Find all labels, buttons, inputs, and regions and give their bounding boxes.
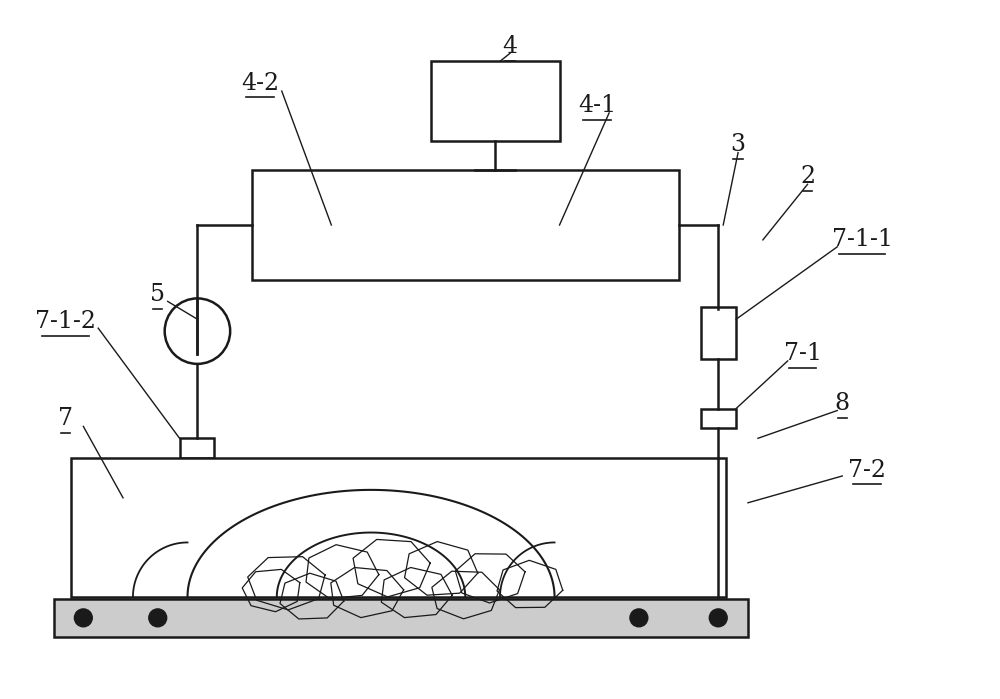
Bar [431,62,560,140]
Bar [180,438,214,458]
Circle shape [709,609,727,627]
Circle shape [149,609,167,627]
Bar [71,458,726,597]
Text: 8: 8 [835,392,850,415]
Text: 7-1: 7-1 [784,343,822,366]
Text: 7: 7 [58,407,73,430]
Text: 7-1-1: 7-1-1 [832,229,893,252]
Text: 7-1-2: 7-1-2 [35,310,96,333]
Text: 4-1: 4-1 [578,94,616,117]
Text: 2: 2 [800,165,815,188]
Bar [701,308,736,359]
Bar [701,408,736,428]
Text: 4-2: 4-2 [241,71,279,94]
Bar [252,171,679,280]
Bar [54,599,748,637]
Text: 3: 3 [731,133,746,156]
Circle shape [74,609,92,627]
Text: 7-2: 7-2 [848,459,886,482]
Circle shape [630,609,648,627]
Text: 5: 5 [150,283,165,306]
Text: 4: 4 [502,35,517,58]
